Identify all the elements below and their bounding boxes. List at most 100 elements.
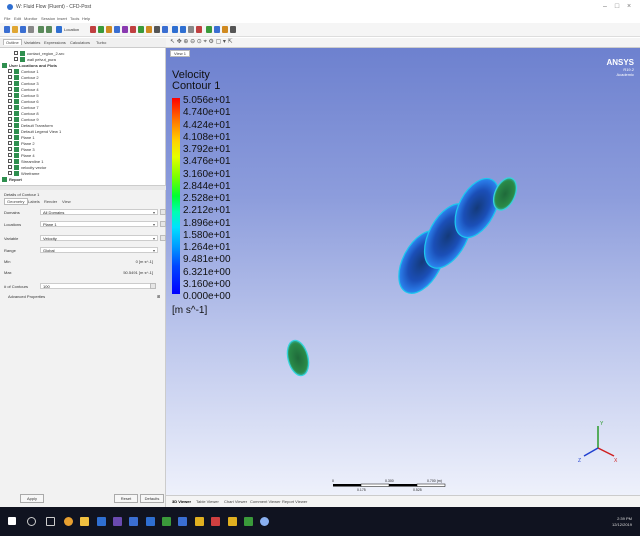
- tree-item[interactable]: Contour 5: [8, 92, 39, 98]
- viewer-tools-icons[interactable]: ↖ ✥ ⊕ ⊖ ⊙ ⌖ ⚙ ▢ ▾ ⇱: [170, 39, 233, 45]
- tree-item[interactable]: Contour 2: [8, 74, 39, 80]
- reset-button[interactable]: Reset: [114, 494, 138, 503]
- visibility-checkbox[interactable]: [8, 171, 12, 175]
- domains-dropdown[interactable]: All Domains ▾: [40, 209, 158, 215]
- visibility-checkbox[interactable]: [8, 147, 12, 151]
- word-icon[interactable]: [97, 517, 106, 526]
- locations-more-button[interactable]: [160, 221, 166, 227]
- visibility-checkbox[interactable]: [8, 75, 12, 79]
- save-icon[interactable]: [20, 26, 26, 33]
- menu-tools[interactable]: Tools: [70, 16, 80, 21]
- tree-item[interactable]: Contour 4: [8, 86, 39, 92]
- text-icon[interactable]: [130, 26, 136, 33]
- locations-dropdown[interactable]: Plane 1 ▾: [40, 221, 158, 227]
- table-icon[interactable]: [172, 26, 178, 33]
- file-explorer-icon[interactable]: [80, 517, 89, 526]
- contour-icon[interactable]: [98, 26, 104, 33]
- search-icon[interactable]: [27, 517, 36, 526]
- tree-item[interactable]: Contour 3: [8, 80, 39, 86]
- 3d-viewer[interactable]: ↖ ✥ ⊕ ⊖ ⊙ ⌖ ⚙ ▢ ▾ ⇱ View 1 ANSYS R19.2 A…: [166, 38, 640, 495]
- task-view-icon[interactable]: [46, 517, 55, 526]
- tree-item[interactable]: Default Transform: [8, 122, 53, 128]
- menu-monitor[interactable]: Monitor: [24, 16, 38, 21]
- tree-item[interactable]: Streamline 1: [8, 158, 43, 164]
- visibility-checkbox[interactable]: [8, 87, 12, 91]
- print-icon[interactable]: [28, 26, 34, 33]
- tab-chart-viewer[interactable]: Chart Viewer: [224, 499, 248, 504]
- visibility-checkbox[interactable]: [8, 153, 12, 157]
- view-selector[interactable]: View 1: [170, 50, 190, 57]
- visibility-checkbox[interactable]: [8, 117, 12, 121]
- close-icon[interactable]: ×: [626, 3, 632, 10]
- tree-item[interactable]: Default Legend View 1: [8, 128, 61, 134]
- visibility-checkbox[interactable]: [8, 129, 12, 133]
- variable-more-button[interactable]: [160, 235, 166, 241]
- tree-item[interactable]: User Locations and Plots: [2, 62, 57, 68]
- maximize-icon[interactable]: □: [614, 3, 620, 10]
- advanced-properties-header[interactable]: Advanced Properties: [8, 294, 46, 299]
- particle-track-icon[interactable]: [114, 26, 120, 33]
- tab-report-viewer[interactable]: Report Viewer: [282, 499, 308, 504]
- vector-icon[interactable]: [90, 26, 96, 33]
- app-icon-1[interactable]: [129, 517, 138, 526]
- tab-outline[interactable]: Outline: [3, 39, 22, 45]
- figure-icon[interactable]: [196, 26, 202, 33]
- visibility-checkbox[interactable]: [8, 141, 12, 145]
- tab-view[interactable]: View: [62, 199, 71, 204]
- visibility-checkbox[interactable]: [8, 93, 12, 97]
- tree-item[interactable]: Plane 4: [8, 152, 35, 158]
- comment-icon[interactable]: [188, 26, 194, 33]
- visibility-checkbox[interactable]: [8, 99, 12, 103]
- contour-plane-5[interactable]: [284, 338, 312, 378]
- open-icon[interactable]: [12, 26, 18, 33]
- tab-labels[interactable]: Labels: [28, 199, 40, 204]
- contours-count-input[interactable]: 100: [40, 283, 152, 289]
- visibility-checkbox[interactable]: [14, 57, 18, 61]
- macro-icon[interactable]: [206, 26, 212, 33]
- tree-item[interactable]: Contour 7: [8, 104, 39, 110]
- menu-edit[interactable]: Edit: [14, 16, 21, 21]
- visibility-checkbox[interactable]: [8, 135, 12, 139]
- variable-icon[interactable]: [154, 26, 160, 33]
- visibility-checkbox[interactable]: [8, 165, 12, 169]
- tab-table-viewer[interactable]: Table Viewer: [196, 499, 219, 504]
- ansys-workbench-icon[interactable]: [195, 517, 204, 526]
- menu-session[interactable]: Session: [41, 16, 56, 21]
- panel-splitter[interactable]: [0, 185, 166, 190]
- quick-edit-icon[interactable]: [222, 26, 228, 33]
- onenote-icon[interactable]: [113, 517, 122, 526]
- undo-icon[interactable]: [38, 26, 44, 33]
- tree-item[interactable]: velocity vector: [8, 164, 46, 170]
- fluent-icon[interactable]: [228, 517, 237, 526]
- cfd-post-icon[interactable]: [260, 517, 269, 526]
- visibility-checkbox[interactable]: [8, 105, 12, 109]
- tab-render[interactable]: Render: [44, 199, 58, 204]
- windows-start-icon[interactable]: [8, 517, 16, 525]
- tree-item[interactable]: Contour 8: [8, 110, 39, 116]
- volume-rendering-icon[interactable]: [122, 26, 128, 33]
- apply-button[interactable]: Apply: [20, 494, 44, 503]
- tree-item[interactable]: Wireframe: [8, 170, 39, 176]
- expression-icon[interactable]: [162, 26, 168, 33]
- tree-item[interactable]: Contour 9: [8, 116, 39, 122]
- location-icon[interactable]: [56, 26, 62, 33]
- calculator-icon[interactable]: [230, 26, 236, 33]
- redo-icon[interactable]: [46, 26, 52, 33]
- app-icon-4[interactable]: [211, 517, 220, 526]
- domains-more-button[interactable]: [160, 209, 166, 215]
- app-icon-5[interactable]: [244, 517, 253, 526]
- expand-icon[interactable]: ⊞: [157, 294, 161, 299]
- excel-icon[interactable]: [162, 517, 171, 526]
- chrome-icon[interactable]: [64, 517, 73, 526]
- visibility-checkbox[interactable]: [8, 81, 12, 85]
- visibility-checkbox[interactable]: [8, 159, 12, 163]
- visibility-checkbox[interactable]: [14, 51, 18, 55]
- visibility-checkbox[interactable]: [8, 123, 12, 127]
- tab-3d-viewer[interactable]: 3D Viewer: [172, 499, 192, 504]
- system-clock[interactable]: 2:39 PM 12/12/2019: [612, 516, 632, 528]
- tree-item[interactable]: Contour 6: [8, 98, 39, 104]
- visibility-checkbox[interactable]: [8, 111, 12, 115]
- clip-plane-icon[interactable]: [138, 26, 144, 33]
- contour-plane-3[interactable]: [446, 171, 508, 244]
- tree-item[interactable]: Plane 2: [8, 140, 35, 146]
